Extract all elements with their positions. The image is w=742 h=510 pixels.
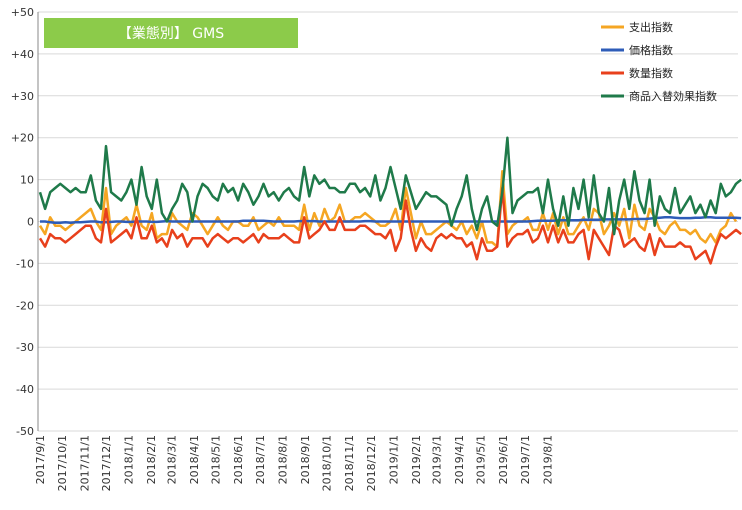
series-line-1 xyxy=(40,216,742,225)
x-tick-label: 2018/1/1 xyxy=(123,435,136,484)
x-tick-label: 2018/9/1 xyxy=(299,435,312,484)
x-tick-label: 2019/6/1 xyxy=(497,435,510,484)
series-lines xyxy=(38,136,742,265)
chart-title-background xyxy=(44,18,298,48)
y-tick-label: -20 xyxy=(16,299,34,312)
y-tick-label: +30 xyxy=(11,90,34,103)
y-tick-label: +40 xyxy=(11,48,34,61)
x-tick-label: 2019/2/1 xyxy=(410,435,423,484)
chart-title-text: 【業態別】 GMS xyxy=(118,26,224,42)
x-tick-label: 2018/2/1 xyxy=(145,435,158,484)
x-tick-label: 2019/4/1 xyxy=(453,435,466,484)
x-tick-label: 2018/7/1 xyxy=(254,435,267,484)
x-tick-label: 2017/11/1 xyxy=(78,435,91,491)
x-tick-label: 2017/10/1 xyxy=(56,435,69,491)
y-tick-label: -30 xyxy=(16,341,34,354)
series-line-0 xyxy=(38,169,738,248)
chart-title: 【業態別】 GMS xyxy=(44,18,298,48)
legend-label: 商品入替効果指数 xyxy=(629,89,717,103)
series-line-2 xyxy=(38,186,742,265)
y-tick-label: 0 xyxy=(27,216,34,229)
x-tick-label: 2017/9/1 xyxy=(34,435,47,484)
x-tick-label: 2019/1/1 xyxy=(387,435,400,484)
series-line-3 xyxy=(38,136,742,236)
x-tick-label: 2018/8/1 xyxy=(276,435,289,484)
x-tick-label: 2018/10/1 xyxy=(321,435,334,491)
legend-label: 価格指数 xyxy=(629,43,673,57)
x-tick-labels: 2017/9/1 2017/10/1 2017/11/1 2017/12/1 2018/… xyxy=(34,435,554,491)
y-tick-label: -50 xyxy=(16,425,34,438)
y-tick-label: -40 xyxy=(16,383,34,396)
x-tick-label: 2019/3/1 xyxy=(430,435,443,484)
x-tick-label: 2019/8/1 xyxy=(541,435,554,484)
legend-label: 支出指数 xyxy=(629,20,673,34)
x-tick-label: 2018/5/1 xyxy=(210,435,223,484)
legend-label: 数量指数 xyxy=(629,66,673,80)
y-tick-label: +50 xyxy=(11,6,34,19)
x-tick-label: 2018/4/1 xyxy=(188,435,201,484)
x-tick-label: 2017/12/1 xyxy=(100,435,113,491)
x-tick-label: 2019/5/1 xyxy=(475,435,488,484)
x-tick-label: 2018/12/1 xyxy=(365,435,378,491)
x-tick-label: 2019/7/1 xyxy=(519,435,532,484)
y-tick-labels: -50 -40 -30 -20 -10 0 10 +20 +30 +40 +50 xyxy=(11,6,34,438)
y-tick-label: +20 xyxy=(11,132,34,145)
x-tick-label: 2018/11/1 xyxy=(343,435,356,491)
y-tick-label: -10 xyxy=(16,257,34,270)
x-tick-label: 2018/6/1 xyxy=(232,435,245,484)
x-tick-label: 2018/3/1 xyxy=(165,435,178,484)
y-tick-label: 10 xyxy=(20,174,34,187)
